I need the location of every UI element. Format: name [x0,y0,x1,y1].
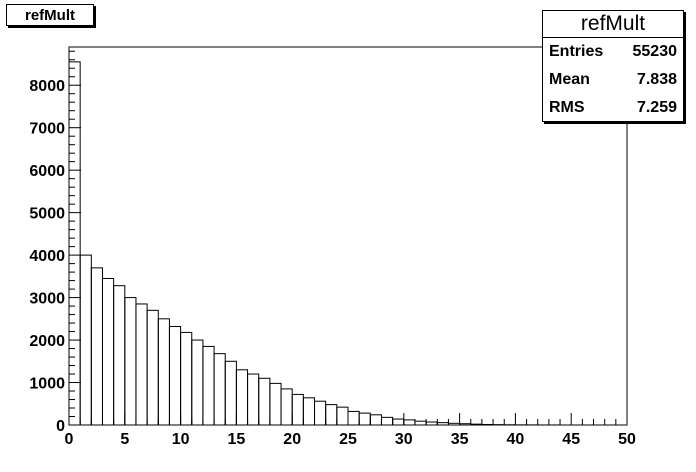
hist-bin [258,377,271,426]
hist-bin [325,404,338,426]
hist-bin [280,388,293,426]
hist-bin [135,303,148,426]
hist-bin [436,422,449,426]
hist-bin [124,297,137,426]
stats-value: 7.838 [636,71,677,88]
hist-bin [336,406,349,426]
x-tick-label: 35 [451,431,469,448]
hist-bin [358,412,371,426]
x-tick-label: 20 [283,431,301,448]
x-tick-label: 30 [395,431,413,448]
x-tick-label: 45 [562,431,580,448]
hist-bin [168,325,182,426]
hist-bin [157,318,170,426]
x-tick-label: 15 [228,431,246,448]
y-tick-label: 2000 [29,333,65,350]
hist-bin [79,254,92,426]
stats-title: refMult [543,11,683,38]
hist-bin [314,400,327,426]
hist-bin [302,397,316,426]
x-tick-label: 25 [339,431,357,448]
hist-bin [269,382,282,426]
hist-bin [447,422,461,426]
hist-bin [470,423,483,426]
hist-bin [202,345,215,426]
stats-label: RMS [549,99,585,116]
hist-bin [213,353,226,426]
hist-bin [392,418,405,426]
y-tick-label: 8000 [29,78,65,95]
hist-bin [90,267,103,426]
y-tick-label: 0 [56,418,65,435]
stats-value: 55230 [632,43,678,60]
hist-bin [146,309,159,426]
hist-bin [101,277,115,426]
y-tick-label: 3000 [29,291,65,308]
stats-label: Entries [549,43,604,60]
x-tick-label: 50 [618,431,636,448]
hist-bin [113,285,126,426]
hist-bin [235,369,249,426]
hist-bin [481,423,494,426]
stats-row-rms: RMS 7.259 [543,94,683,122]
hist-bin [380,416,394,426]
hist-bin [403,419,416,426]
x-tick-label: 40 [507,431,525,448]
x-tick-label: 5 [120,431,129,448]
stats-row-entries: Entries 55230 [543,38,683,66]
stats-row-mean: Mean 7.838 [543,66,683,94]
y-tick-label: 1000 [29,376,65,393]
x-tick-label: 0 [65,431,74,448]
hist-bin [180,331,193,426]
hist-bin [369,414,382,426]
y-tick-label: 7000 [29,121,65,138]
stats-box: refMult Entries 55230 Mean 7.838 RMS 7.2… [542,10,684,122]
hist-bin [191,339,204,426]
hist-bin [247,373,260,426]
chart-title: refMult [6,4,94,26]
hist-bin [459,423,472,426]
hist-bin [414,420,427,426]
y-tick-label: 6000 [29,163,65,180]
stats-value: 7.259 [636,99,677,116]
y-tick-label: 4000 [29,248,65,265]
hist-bin [224,360,237,426]
hist-bin [347,410,360,426]
stats-label: Mean [549,71,590,88]
hist-bin [68,61,81,426]
hist-bin [291,393,304,426]
hist-bin [425,421,438,426]
x-tick-label: 10 [172,431,190,448]
y-tick-label: 5000 [29,206,65,223]
